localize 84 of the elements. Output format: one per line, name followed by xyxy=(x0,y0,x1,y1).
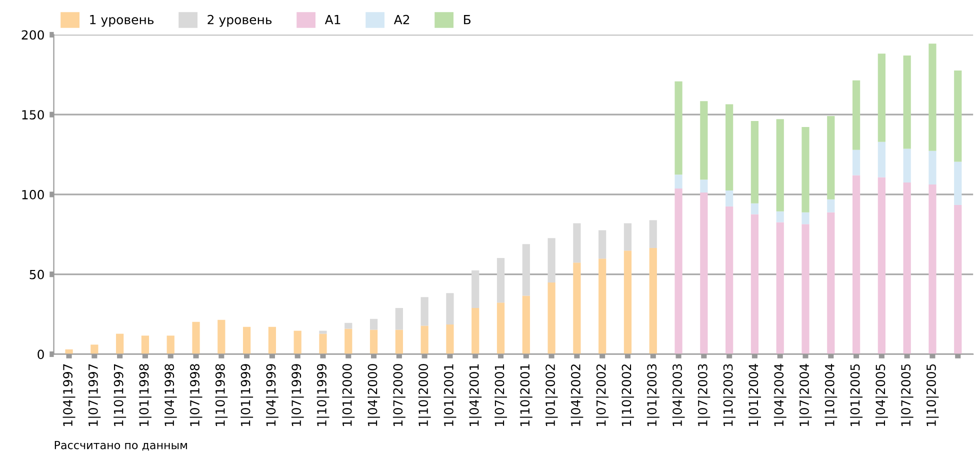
bar xyxy=(700,180,708,193)
bar xyxy=(649,220,657,248)
bar xyxy=(827,199,835,212)
x-tick-label: 1|04|1998 xyxy=(164,364,177,426)
bar xyxy=(928,150,936,185)
bar xyxy=(878,142,886,178)
legend-label: А2 xyxy=(394,14,410,24)
x-tick-label: 1|10|2004 xyxy=(824,364,838,426)
x-tick-label: 1|07|2001 xyxy=(494,364,507,426)
bar xyxy=(522,244,530,296)
x-tick-label: 1|01|2002 xyxy=(545,364,558,426)
x-tick-label: 1|10|1998 xyxy=(215,364,228,426)
x-tick-label: 1|04|2002 xyxy=(570,364,584,426)
x-tick-label: 1|10|2005 xyxy=(926,364,939,426)
bar xyxy=(903,148,911,182)
y-tick-label: 100 xyxy=(22,190,44,200)
x-tick-label: 1|07|1998 xyxy=(190,364,202,426)
bar xyxy=(446,293,454,324)
bar xyxy=(420,297,428,326)
y-tick-label: 200 xyxy=(22,30,44,40)
x-tick-label: 1|04|1999 xyxy=(266,364,278,426)
x-tick-label: 1|01|2004 xyxy=(748,364,761,426)
bar xyxy=(852,80,860,150)
x-tick-label: 1|10|2000 xyxy=(418,364,431,426)
legend-label: 1 уровень xyxy=(90,15,154,27)
bar xyxy=(472,270,480,308)
bar xyxy=(827,116,835,200)
bar xyxy=(954,162,962,206)
x-tick-label: 1|04|2001 xyxy=(469,364,482,426)
x-tick-label: 1|04|2000 xyxy=(368,364,380,426)
bar xyxy=(598,230,606,259)
bar xyxy=(496,258,505,303)
bar xyxy=(878,54,886,142)
bar xyxy=(573,223,581,263)
bar xyxy=(954,70,962,162)
bar xyxy=(750,120,759,204)
x-tick-label: 1|04|2003 xyxy=(672,364,685,426)
x-tick-label: 1|07|1999 xyxy=(291,364,304,426)
x-tick-label: 1|10|1997 xyxy=(114,364,126,426)
bar xyxy=(852,150,860,176)
x-tick-label: 1|04|2005 xyxy=(875,364,888,426)
bar xyxy=(928,44,936,151)
bar xyxy=(750,203,759,214)
bar xyxy=(726,190,734,206)
x-tick-label: 1|07|2003 xyxy=(698,364,710,426)
y-tick-label: 150 xyxy=(22,110,44,120)
bar xyxy=(700,101,708,180)
bar xyxy=(395,308,403,330)
text: Рассчитано по данным xyxy=(54,441,187,451)
x-tick-label: 1|10|2001 xyxy=(520,364,532,426)
bar xyxy=(726,104,734,190)
x-tick-label: 1|01|2005 xyxy=(850,364,863,426)
bar xyxy=(802,127,810,212)
x-tick-label: 1|01|1999 xyxy=(240,364,254,426)
x-tick-label: 1|01|2001 xyxy=(444,364,456,426)
bar xyxy=(802,212,810,224)
x-tick-label: 1|07|1997 xyxy=(88,364,101,426)
x-tick-label: 1|10|1999 xyxy=(316,364,330,426)
x-tick-label: 1|01|2003 xyxy=(646,364,660,426)
bar xyxy=(624,223,632,251)
x-tick-label: 1|01|1998 xyxy=(138,364,152,426)
bar xyxy=(674,174,682,189)
bar xyxy=(319,330,327,334)
x-tick-label: 1|07|2004 xyxy=(799,364,812,426)
bar xyxy=(776,119,784,212)
x-tick-label: 1|07|2002 xyxy=(596,364,609,426)
bar xyxy=(903,55,911,149)
x-tick-label: 1|07|2000 xyxy=(392,364,406,426)
legend-label: 2 уровень xyxy=(208,14,272,27)
x-tick-label: 1|10|2003 xyxy=(723,364,736,426)
y-tick-label: 50 xyxy=(30,270,44,280)
bar xyxy=(674,81,682,175)
bar xyxy=(776,211,784,222)
x-tick-label: 1|04|2004 xyxy=(774,364,786,426)
bar xyxy=(370,318,378,330)
x-tick-label: 1|10|2002 xyxy=(621,364,634,426)
legend-label: Б xyxy=(464,15,470,24)
bar xyxy=(548,238,556,282)
x-tick-label: 1|01|2000 xyxy=(342,364,355,426)
y-tick-label: 0 xyxy=(38,350,44,360)
x-tick-label: 1|04|1997 xyxy=(62,364,76,426)
bar xyxy=(344,322,352,329)
legend-label: А1 xyxy=(324,15,340,24)
x-tick-label: 1|07|2005 xyxy=(900,364,914,426)
